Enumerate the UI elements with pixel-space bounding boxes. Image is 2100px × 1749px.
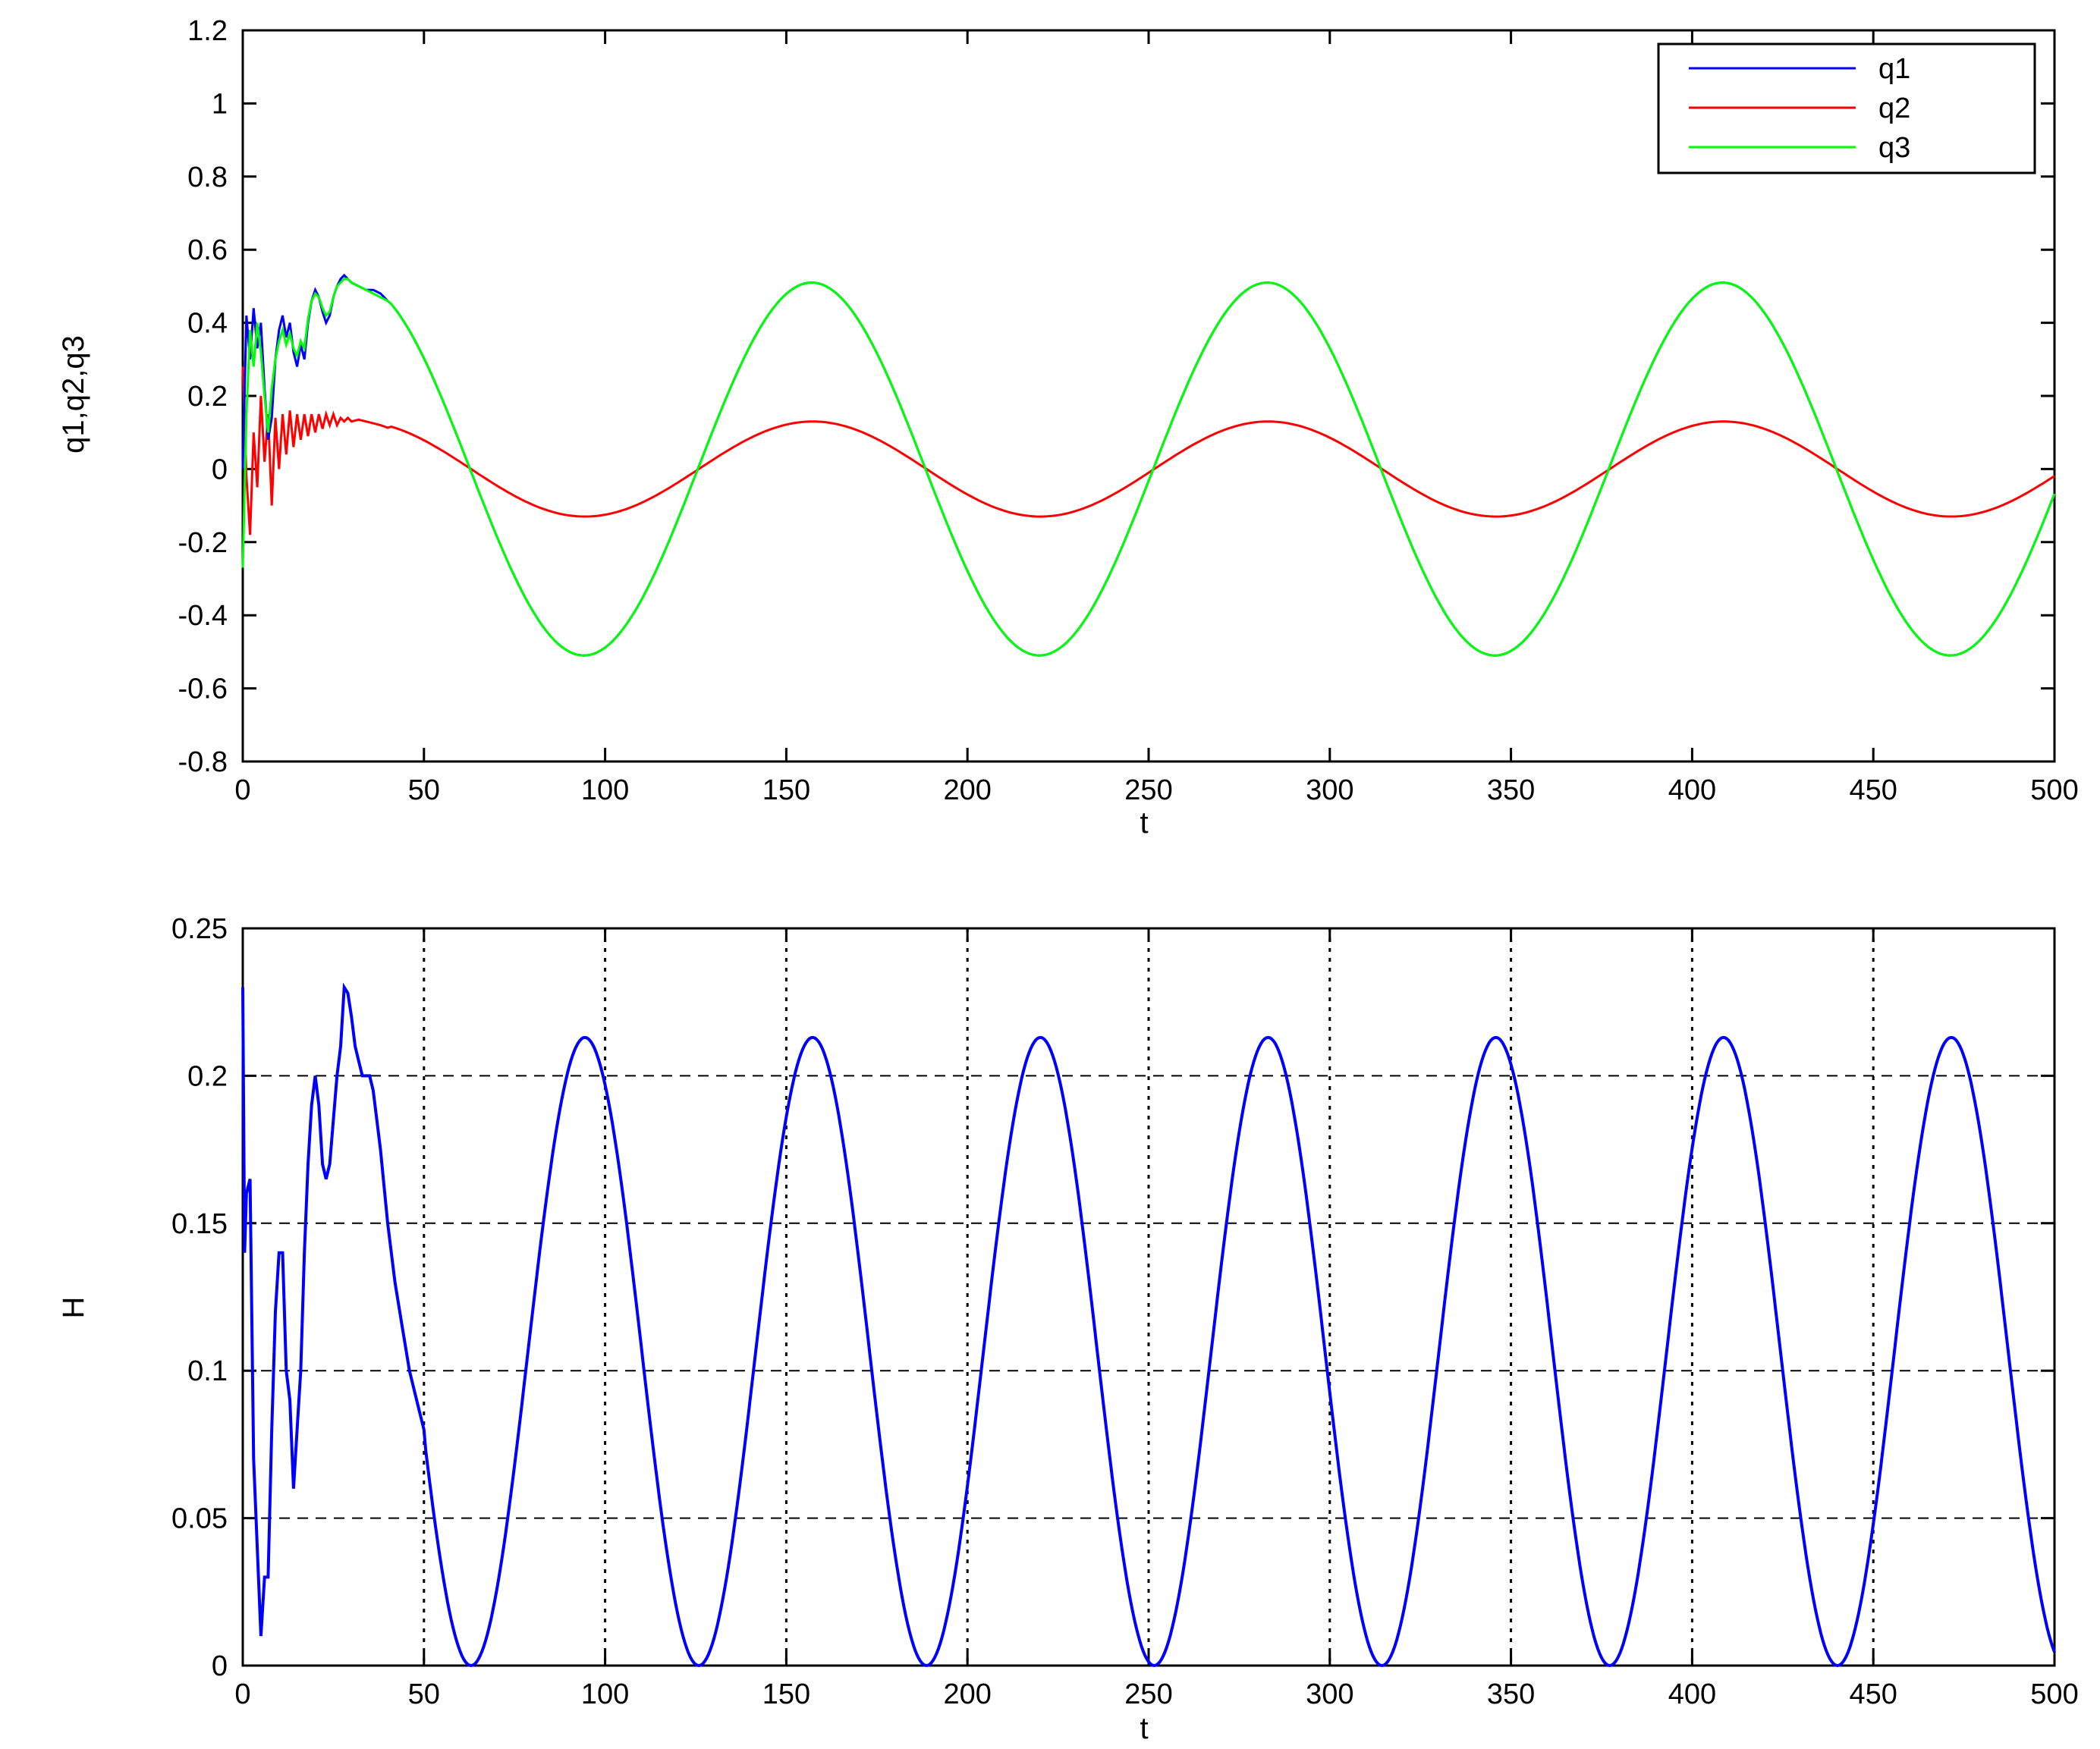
top-chart: 0 50 100 150 200 250 300 350 400 450 500 -0.8 -0.6 -0… [57,15,2079,840]
bottom-x-tick-label: 400 [1668,1678,1716,1710]
legend-label-q3: q3 [1878,132,1910,164]
bottom-x-tick-label: 500 [2030,1678,2078,1710]
top-x-axis-label: t [1140,806,1148,840]
top-plot-area: 0 50 100 150 200 250 300 350 400 450 500 -0.8 -0.6 -0… [178,15,2079,806]
top-legend: q1 q2 q3 [1657,42,2036,174]
top-y-tick-label: 1.2 [187,15,228,47]
bottom-y-axis-label: H [57,1297,90,1319]
bottom-x-tick-label: 100 [581,1678,629,1710]
top-x-tick-label: 400 [1668,774,1716,806]
top-y-axis-label: q1,q2,q3 [57,335,90,454]
top-x-tick-label: 450 [1849,774,1897,806]
series-line-q2 [241,366,2055,535]
series-line-q3 [241,278,2056,657]
legend-label-q1: q1 [1878,53,1910,85]
series-line-H [241,982,2056,1668]
top-x-tick-label: 300 [1306,774,1353,806]
bottom-y-tick-label: 0.25 [171,913,228,945]
bottom-x-tick-label: 150 [762,1678,810,1710]
bottom-y-tick-label: 0.15 [171,1208,228,1240]
top-x-tick-label: 150 [762,774,810,806]
bottom-x-tick-label: 300 [1306,1678,1353,1710]
top-y-tick-label: 0.8 [187,162,228,193]
top-y-tick-label: 0 [212,454,228,485]
bottom-y-tick-label: 0 [212,1650,228,1682]
top-y-tick-label: 0.6 [187,234,228,266]
top-x-tick-label: 0 [234,774,250,806]
bottom-x-tick-label: 350 [1487,1678,1535,1710]
top-y-tick-label: 0.2 [187,381,228,413]
bottom-y-tick-label: 0.1 [187,1355,228,1387]
top-x-tick-label: 50 [408,774,440,806]
top-y-tick-label: 0.4 [187,308,228,340]
top-y-tick-label: 1 [212,88,228,120]
bottom-x-tick-label: 200 [943,1678,991,1710]
bottom-y-tick-label: 0.05 [171,1503,228,1535]
bottom-x-tick-label: 50 [408,1678,440,1710]
top-x-tick-label: 200 [943,774,991,806]
top-y-tick-label: -0.6 [178,674,228,705]
bottom-x-tick-label: 250 [1124,1678,1172,1710]
top-x-tick-label: 100 [581,774,629,806]
top-y-tick-label: -0.2 [178,527,228,559]
top-x-tick-label: 350 [1487,774,1535,806]
bottom-chart: 0 50 100 150 200 250 300 350 400 450 500 0 0.05 0.1 0.… [57,913,2079,1745]
bottom-x-axis-label: t [1140,1712,1148,1745]
bottom-plot-area: 0 50 100 150 200 250 300 350 400 450 500 0 0.05 0.1 0.… [171,913,2079,1710]
bottom-y-tick-label: 0.2 [187,1060,228,1092]
top-y-tick-label: -0.8 [178,746,228,778]
legend-label-q2: q2 [1878,93,1910,124]
top-x-tick-label: 500 [2030,774,2078,806]
bottom-x-tick-label: 450 [1849,1678,1897,1710]
top-x-tick-label: 250 [1124,774,1172,806]
top-y-tick-label: -0.4 [178,600,228,632]
bottom-x-tick-label: 0 [234,1678,250,1710]
